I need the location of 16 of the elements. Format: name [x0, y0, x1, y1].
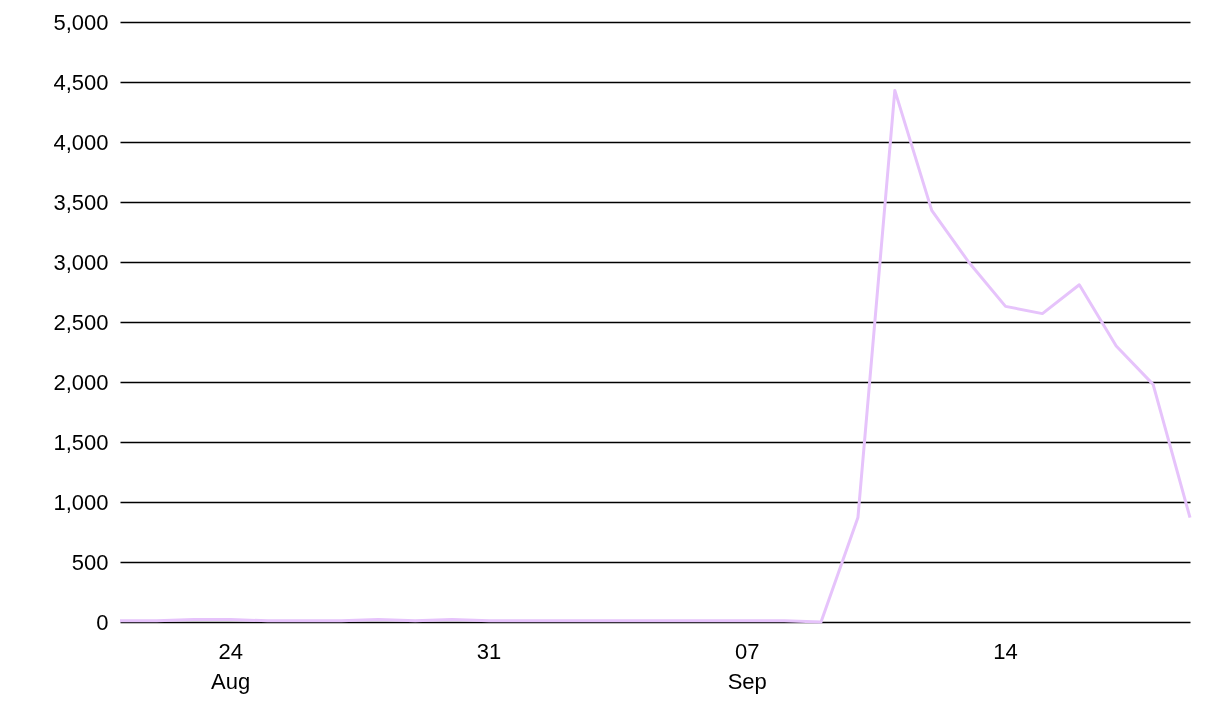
y-tick-label: 1,500 [53, 429, 109, 455]
y-tick-label: 4,500 [53, 69, 109, 95]
y-tick-label: 5,000 [53, 9, 109, 35]
x-tick-label: 14 [993, 639, 1018, 664]
y-tick-label: 1,000 [53, 489, 109, 515]
y-tick-label: 0 [96, 609, 109, 635]
x-tick-label: 07 Sep [727, 639, 767, 694]
y-tick-label: 4,000 [53, 129, 109, 155]
y-tick-label: 500 [71, 549, 109, 575]
y-tick-label: 2,500 [53, 309, 109, 335]
y-tick-label: 3,500 [53, 189, 109, 215]
line-series [118, 88, 1192, 624]
y-tick-label: 2,000 [53, 369, 109, 395]
x-tick-label: 24 Aug [211, 639, 251, 694]
y-tick-label: 3,000 [53, 249, 109, 275]
x-tick-label: 31 [476, 639, 502, 664]
